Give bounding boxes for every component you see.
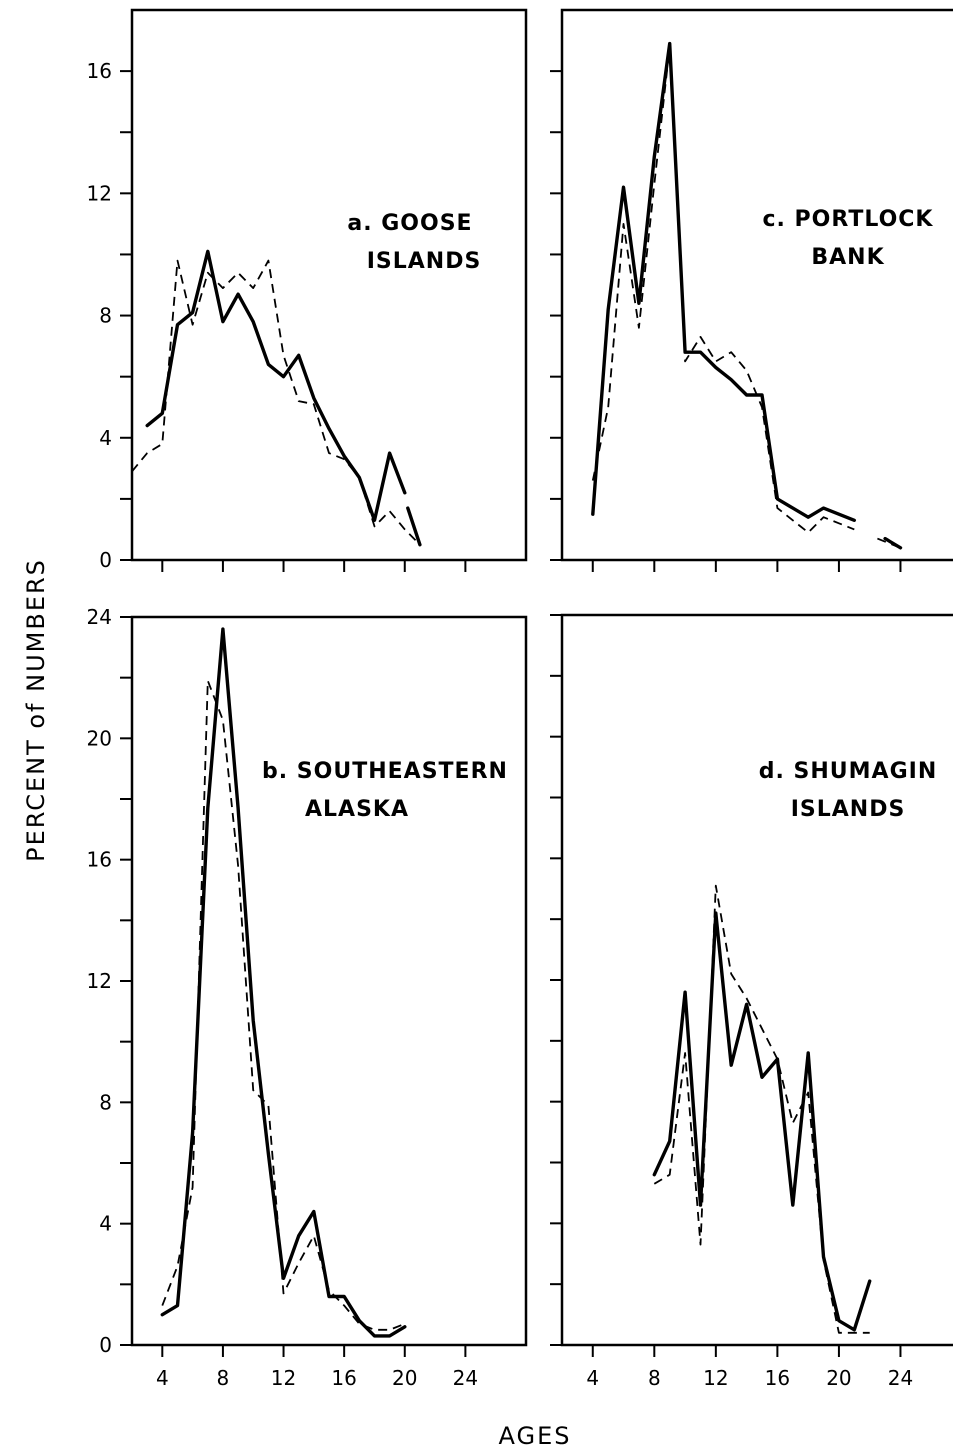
y-tick-label: 0 bbox=[99, 1333, 112, 1357]
panel-b-title-line: b. SOUTHEASTERN bbox=[262, 759, 508, 784]
y-tick-label: 24 bbox=[87, 605, 112, 629]
y-tick-label: 16 bbox=[87, 848, 112, 872]
x-tick-label: 24 bbox=[888, 1366, 913, 1390]
x-tick-label: 20 bbox=[826, 1366, 851, 1390]
panel-c-frame bbox=[560, 8, 953, 562]
panel-c-dashed-line bbox=[591, 45, 855, 534]
panel-a-solid-line bbox=[406, 506, 422, 547]
x-tick-label: 20 bbox=[392, 1366, 417, 1390]
panel-c-dashed-line bbox=[877, 537, 901, 549]
x-tick-label: 12 bbox=[703, 1366, 728, 1390]
x-tick-label: 12 bbox=[271, 1366, 296, 1390]
panel-a-title-line: a. GOOSE bbox=[347, 211, 472, 236]
y-axis-title: PERCENT of NUMBERS bbox=[22, 558, 50, 862]
panel-b-solid-line bbox=[160, 627, 407, 1338]
panel-b-frame bbox=[130, 615, 528, 1347]
panel-d-frame bbox=[560, 613, 953, 1347]
panel-a: 0 4 8 12 16 a. GOOSE ISLANDS bbox=[87, 8, 528, 572]
x-tick-label: 4 bbox=[156, 1366, 169, 1390]
panel-d-solid-line bbox=[652, 911, 872, 1332]
panel-a-title-line: ISLANDS bbox=[367, 249, 482, 274]
panel-a-dashed-line bbox=[131, 259, 421, 546]
y-tick-label: 4 bbox=[99, 1212, 112, 1236]
panel-b: 4 8 12 16 20 24 0 4 8 12 16 20 24 b. SOUTHEASTERN ALAS… bbox=[87, 605, 528, 1390]
panel-c-title-line: BANK bbox=[811, 245, 884, 270]
y-tick-label: 0 bbox=[99, 548, 112, 572]
panel-d-dashed-line bbox=[653, 884, 870, 1334]
x-tick-label: 8 bbox=[217, 1366, 230, 1390]
panel-c-solid-line bbox=[591, 41, 856, 522]
x-tick-label: 16 bbox=[765, 1366, 790, 1390]
y-tick-label: 8 bbox=[99, 304, 112, 328]
panel-a-frame bbox=[130, 8, 528, 562]
panel-b-title-line: ALASKA bbox=[305, 797, 409, 822]
y-tick-label: 16 bbox=[87, 59, 112, 83]
x-tick-label: 4 bbox=[586, 1366, 599, 1390]
y-tick-label: 8 bbox=[99, 1090, 112, 1114]
y-tick-label: 4 bbox=[99, 426, 112, 450]
panel-c: c. PORTLOCK BANK bbox=[550, 8, 953, 572]
panel-a-solid-line bbox=[145, 249, 407, 522]
x-tick-label: 24 bbox=[453, 1366, 478, 1390]
panel-d-title-line: d. SHUMAGIN bbox=[759, 759, 937, 784]
x-tick-label: 16 bbox=[331, 1366, 356, 1390]
x-tick-label: 8 bbox=[648, 1366, 661, 1390]
y-tick-label: 20 bbox=[87, 726, 112, 750]
y-tick-label: 12 bbox=[87, 969, 112, 993]
y-tick-label: 12 bbox=[87, 181, 112, 205]
panel-d-title-line: ISLANDS bbox=[791, 797, 906, 822]
panel-c-title-line: c. PORTLOCK bbox=[763, 207, 934, 232]
panel-b-dashed-line bbox=[161, 679, 406, 1331]
panel-d: 4 8 12 16 20 24 d. SHUMAGIN ISLANDS bbox=[550, 613, 953, 1390]
x-axis-title: AGES bbox=[499, 1422, 572, 1450]
